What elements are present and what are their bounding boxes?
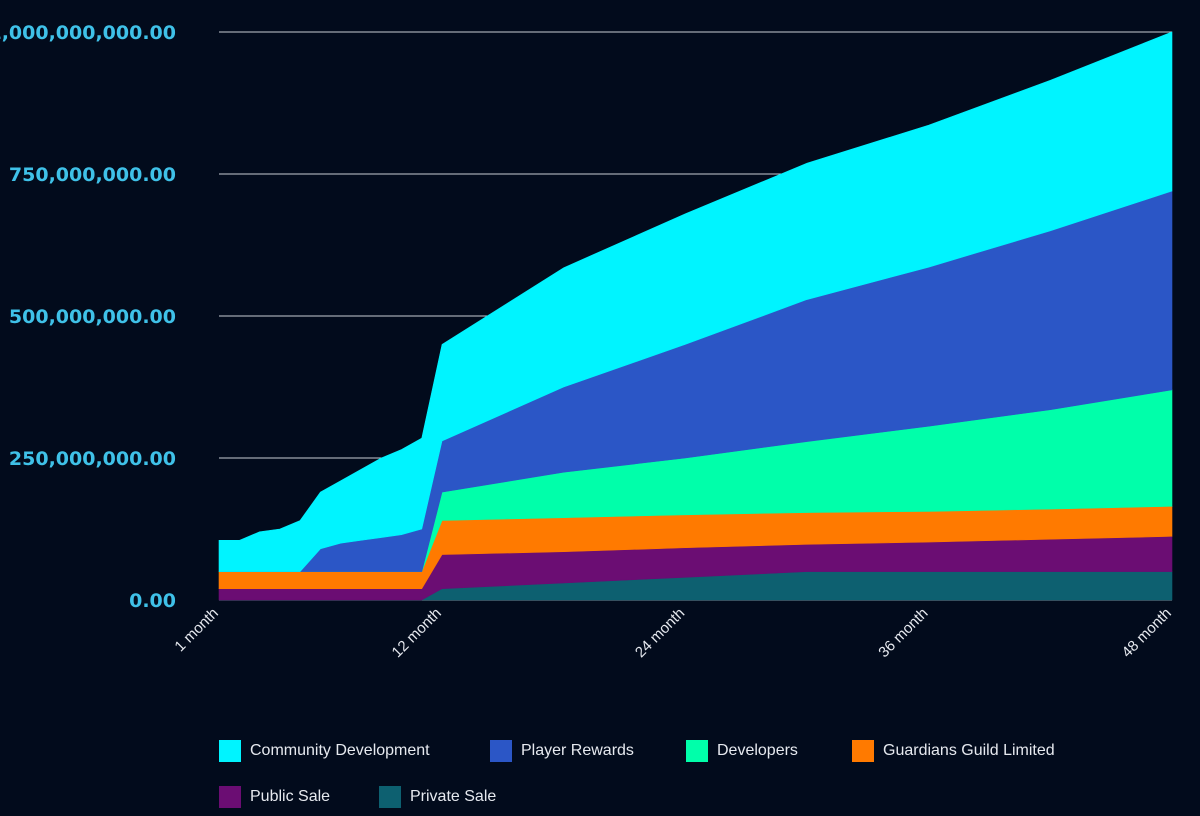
y-axis: 0.00 250,000,000.00 500,000,000.00 750,000,… bbox=[0, 22, 176, 612]
legend-item-community-development[interactable]: Community Development bbox=[219, 738, 430, 764]
y-tick-label-3: 750,000,000.00 bbox=[9, 164, 176, 186]
y-tick-label-4: 1,000,000,000.00 bbox=[0, 22, 176, 44]
legend-swatch-guardians-guild-limited bbox=[852, 740, 874, 762]
y-tick-label-0: 0.00 bbox=[129, 590, 176, 612]
legend-item-player-rewards[interactable]: Player Rewards bbox=[490, 738, 634, 764]
legend-swatch-private-sale bbox=[379, 786, 401, 808]
legend-item-public-sale[interactable]: Public Sale bbox=[219, 784, 330, 810]
legend-item-private-sale[interactable]: Private Sale bbox=[379, 784, 496, 810]
x-axis: 1 month 12 month 24 month 36 month 48 month bbox=[171, 605, 1174, 661]
x-tick-label-0: 1 month bbox=[171, 605, 221, 655]
x-tick-label-2: 24 month bbox=[632, 605, 688, 661]
x-tick-label-3: 36 month bbox=[875, 605, 931, 661]
area-layer bbox=[218, 31, 1173, 601]
area-series-community-development[interactable] bbox=[218, 31, 1173, 572]
legend-label-developers: Developers bbox=[717, 742, 798, 759]
x-tick-label-4: 48 month bbox=[1119, 605, 1175, 661]
legend-item-developers[interactable]: Developers bbox=[686, 738, 798, 764]
legend-label-guardians-guild-limited: Guardians Guild Limited bbox=[883, 742, 1055, 759]
legend-swatch-community-development bbox=[219, 740, 241, 762]
y-tick-label-2: 500,000,000.00 bbox=[9, 306, 176, 328]
x-tick-label-1: 12 month bbox=[389, 605, 445, 661]
chart-legend: Community Development Player Rewards Dev… bbox=[219, 738, 1119, 814]
y-tick-label-1: 250,000,000.00 bbox=[9, 448, 176, 470]
legend-label-player-rewards: Player Rewards bbox=[521, 742, 634, 759]
legend-label-community-development: Community Development bbox=[250, 742, 430, 759]
legend-label-private-sale: Private Sale bbox=[410, 788, 497, 805]
legend-label-public-sale: Public Sale bbox=[250, 788, 331, 805]
legend-swatch-public-sale bbox=[219, 786, 241, 808]
legend-item-guardians-guild-limited[interactable]: Guardians Guild Limited bbox=[852, 738, 1055, 764]
legend-swatch-developers bbox=[686, 740, 708, 762]
legend-swatch-player-rewards bbox=[490, 740, 512, 762]
